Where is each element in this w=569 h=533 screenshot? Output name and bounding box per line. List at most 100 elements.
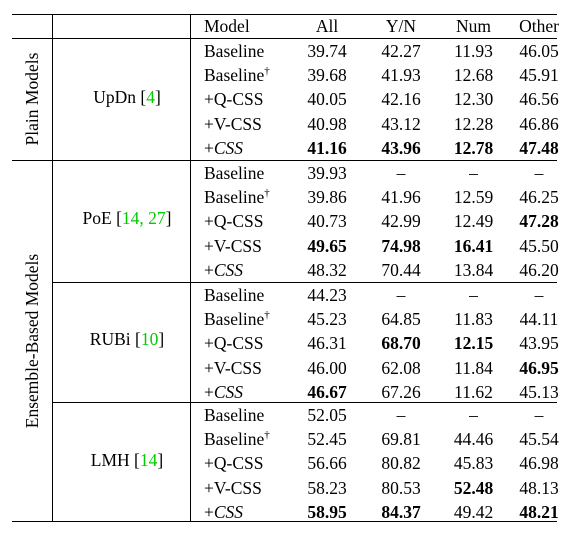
cell-all: 39.86 — [307, 187, 347, 208]
cell-all: 40.73 — [307, 211, 347, 232]
cell-yn: – — [396, 285, 406, 305]
cell-num: 52.48 — [453, 477, 494, 498]
cell-num: 11.93 — [454, 41, 493, 61]
model-name: +Q-CSS — [204, 211, 264, 232]
results-table: Plain Models Ensemble-Based Models UpDn … — [12, 14, 559, 522]
header-all: All — [315, 16, 339, 36]
cell-num: 11.84 — [454, 357, 493, 378]
rule-header — [12, 38, 557, 39]
model-name: Baseline† — [204, 309, 270, 330]
cell-other: 46.25 — [519, 187, 559, 208]
cell-yn: 74.98 — [381, 235, 421, 256]
model-name: +V-CSS — [204, 357, 262, 378]
cell-num: – — [469, 285, 478, 305]
cell-yn: 62.08 — [381, 357, 421, 378]
cell-all: 56.66 — [307, 453, 347, 474]
cell-other: 47.48 — [519, 137, 559, 158]
method-lmh: LMH [14] — [90, 450, 164, 470]
rule-updn — [12, 160, 557, 161]
cell-num: 12.68 — [453, 65, 494, 86]
cell-num: – — [469, 163, 478, 183]
cell-other: 47.28 — [519, 211, 559, 232]
model-name: +V-CSS — [204, 113, 262, 134]
cell-other: 48.21 — [519, 501, 559, 522]
model-name: Baseline — [204, 405, 265, 425]
header-other: Other — [519, 16, 559, 36]
cell-num: 11.62 — [454, 381, 493, 402]
model-name: +V-CSS — [204, 477, 262, 498]
rule-vertical-2 — [190, 14, 191, 522]
cell-other: 46.86 — [519, 113, 559, 134]
header-yn: Y/N — [385, 16, 417, 36]
cell-yn: 80.53 — [381, 477, 421, 498]
model-name: +Q-CSS — [204, 453, 264, 474]
rule-vertical-1 — [52, 14, 53, 522]
cell-all: 45.23 — [307, 309, 347, 330]
method-rubi: RUBi [10] — [89, 329, 165, 349]
method-updn: UpDn [4] — [93, 87, 161, 107]
cell-all: 48.32 — [307, 259, 347, 280]
cell-yn: 84.37 — [381, 501, 421, 522]
cell-other: – — [534, 285, 544, 305]
model-name: +CSS — [204, 137, 244, 158]
cell-yn: – — [396, 163, 406, 183]
model-name: +CSS — [204, 259, 244, 280]
cell-other: 46.20 — [519, 259, 559, 280]
cell-all: 49.65 — [307, 235, 347, 256]
cell-all: 52.45 — [307, 429, 347, 450]
model-name: +CSS — [204, 501, 244, 522]
rule-poe — [52, 282, 557, 283]
cell-other: 45.54 — [519, 429, 559, 450]
cell-num: – — [469, 405, 478, 425]
cell-yn: 68.70 — [381, 333, 421, 354]
cell-num: 16.41 — [453, 235, 494, 256]
cell-yn: 43.12 — [381, 113, 421, 134]
header-model: Model — [204, 16, 250, 36]
cell-all: 39.74 — [307, 41, 347, 61]
cell-num: 11.83 — [454, 309, 493, 330]
cell-all: 58.95 — [307, 501, 347, 522]
cell-other: 45.50 — [519, 235, 559, 256]
cell-num: 44.46 — [453, 429, 494, 450]
group-label-plain: Plain Models — [22, 52, 42, 146]
model-name: Baseline† — [204, 65, 270, 86]
cell-num: 13.84 — [453, 259, 494, 280]
cell-other: 46.98 — [519, 453, 559, 474]
cell-num: 12.15 — [453, 333, 494, 354]
cell-all: 40.98 — [307, 113, 347, 134]
model-name: +V-CSS — [204, 235, 262, 256]
cell-yn: 41.96 — [381, 187, 421, 208]
cell-all: 39.68 — [307, 65, 347, 86]
cell-all: 41.16 — [307, 137, 347, 158]
model-name: +Q-CSS — [204, 89, 264, 110]
cell-all: 46.00 — [307, 357, 347, 378]
cell-num: 45.83 — [453, 453, 494, 474]
cell-yn: 41.93 — [381, 65, 421, 86]
cell-yn: 42.16 — [381, 89, 421, 110]
cell-num: 12.78 — [453, 137, 494, 158]
cell-other: 43.95 — [519, 333, 559, 354]
method-poe: PoE [14, 27] — [82, 208, 172, 228]
model-name: Baseline — [204, 41, 265, 61]
cell-other: 48.13 — [519, 477, 559, 498]
cell-yn: 70.44 — [381, 259, 421, 280]
cell-all: 46.67 — [307, 381, 347, 402]
cell-other: 46.95 — [519, 357, 559, 378]
cell-all: 52.05 — [307, 405, 347, 425]
cell-yn: 80.82 — [381, 453, 421, 474]
cell-yn: 42.99 — [381, 211, 421, 232]
cell-other: – — [534, 163, 544, 183]
cell-all: 46.31 — [307, 333, 347, 354]
header-num: Num — [456, 16, 491, 36]
cell-all: 58.23 — [307, 477, 347, 498]
group-label-ensemble: Ensemble-Based Models — [22, 253, 42, 429]
rule-rubi — [52, 402, 557, 403]
cell-other: 44.11 — [519, 309, 559, 330]
cell-other: 45.91 — [519, 65, 559, 86]
model-name: Baseline† — [204, 187, 270, 208]
model-name: Baseline† — [204, 429, 270, 450]
cell-other: 45.13 — [519, 381, 559, 402]
model-name: Baseline — [204, 163, 265, 183]
cell-other: 46.56 — [519, 89, 559, 110]
cell-num: 12.28 — [453, 113, 494, 134]
